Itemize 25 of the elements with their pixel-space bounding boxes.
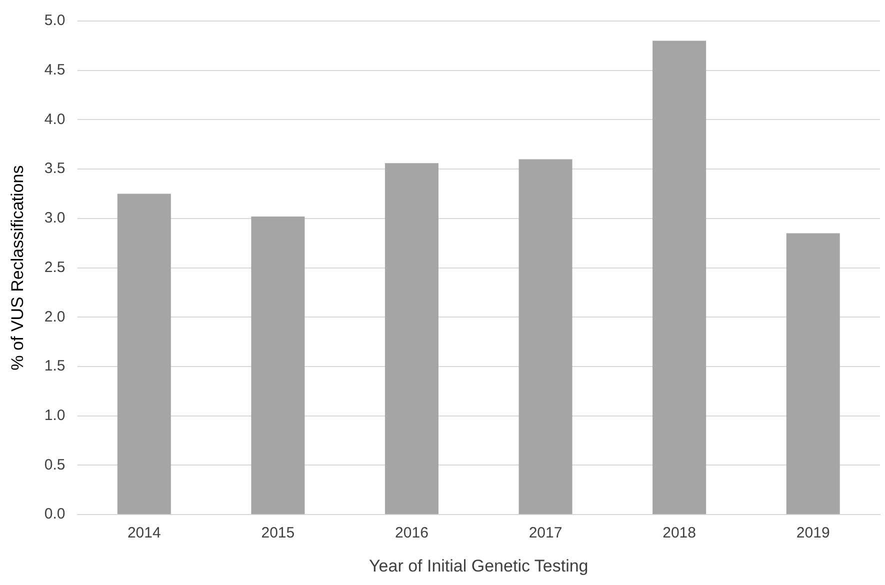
y-tick-label: 4.0 xyxy=(44,110,66,128)
y-tick-label: 0.5 xyxy=(44,456,66,474)
y-tick-label: 1.5 xyxy=(44,358,66,375)
bar xyxy=(518,159,572,514)
y-tick-label: 3.0 xyxy=(44,210,66,227)
y-tick-label: 5.0 xyxy=(44,12,66,30)
x-tick-label: 2018 xyxy=(662,524,696,542)
x-tick-label: 2017 xyxy=(528,524,562,542)
y-tick-label: 2.0 xyxy=(44,308,66,326)
y-tick-label: 0.0 xyxy=(44,506,66,523)
x-tick-label: 2019 xyxy=(796,524,830,542)
bar xyxy=(384,163,438,514)
y-tick-label: 3.5 xyxy=(44,160,66,178)
bar xyxy=(786,233,840,514)
y-tick-label: 4.5 xyxy=(44,62,66,78)
x-tick-label: 2015 xyxy=(261,524,295,542)
y-tick-label: 2.5 xyxy=(44,258,66,276)
x-tick-label: 2014 xyxy=(127,524,161,542)
bar xyxy=(652,40,706,514)
y-tick-label: 1.0 xyxy=(44,407,66,424)
y-axis-title: % of VUS Reclassifications xyxy=(8,165,27,370)
bar xyxy=(251,216,305,514)
x-axis-title: Year of Initial Genetic Testing xyxy=(369,556,588,576)
x-tick-label: 2016 xyxy=(395,524,428,542)
bar xyxy=(117,194,171,514)
